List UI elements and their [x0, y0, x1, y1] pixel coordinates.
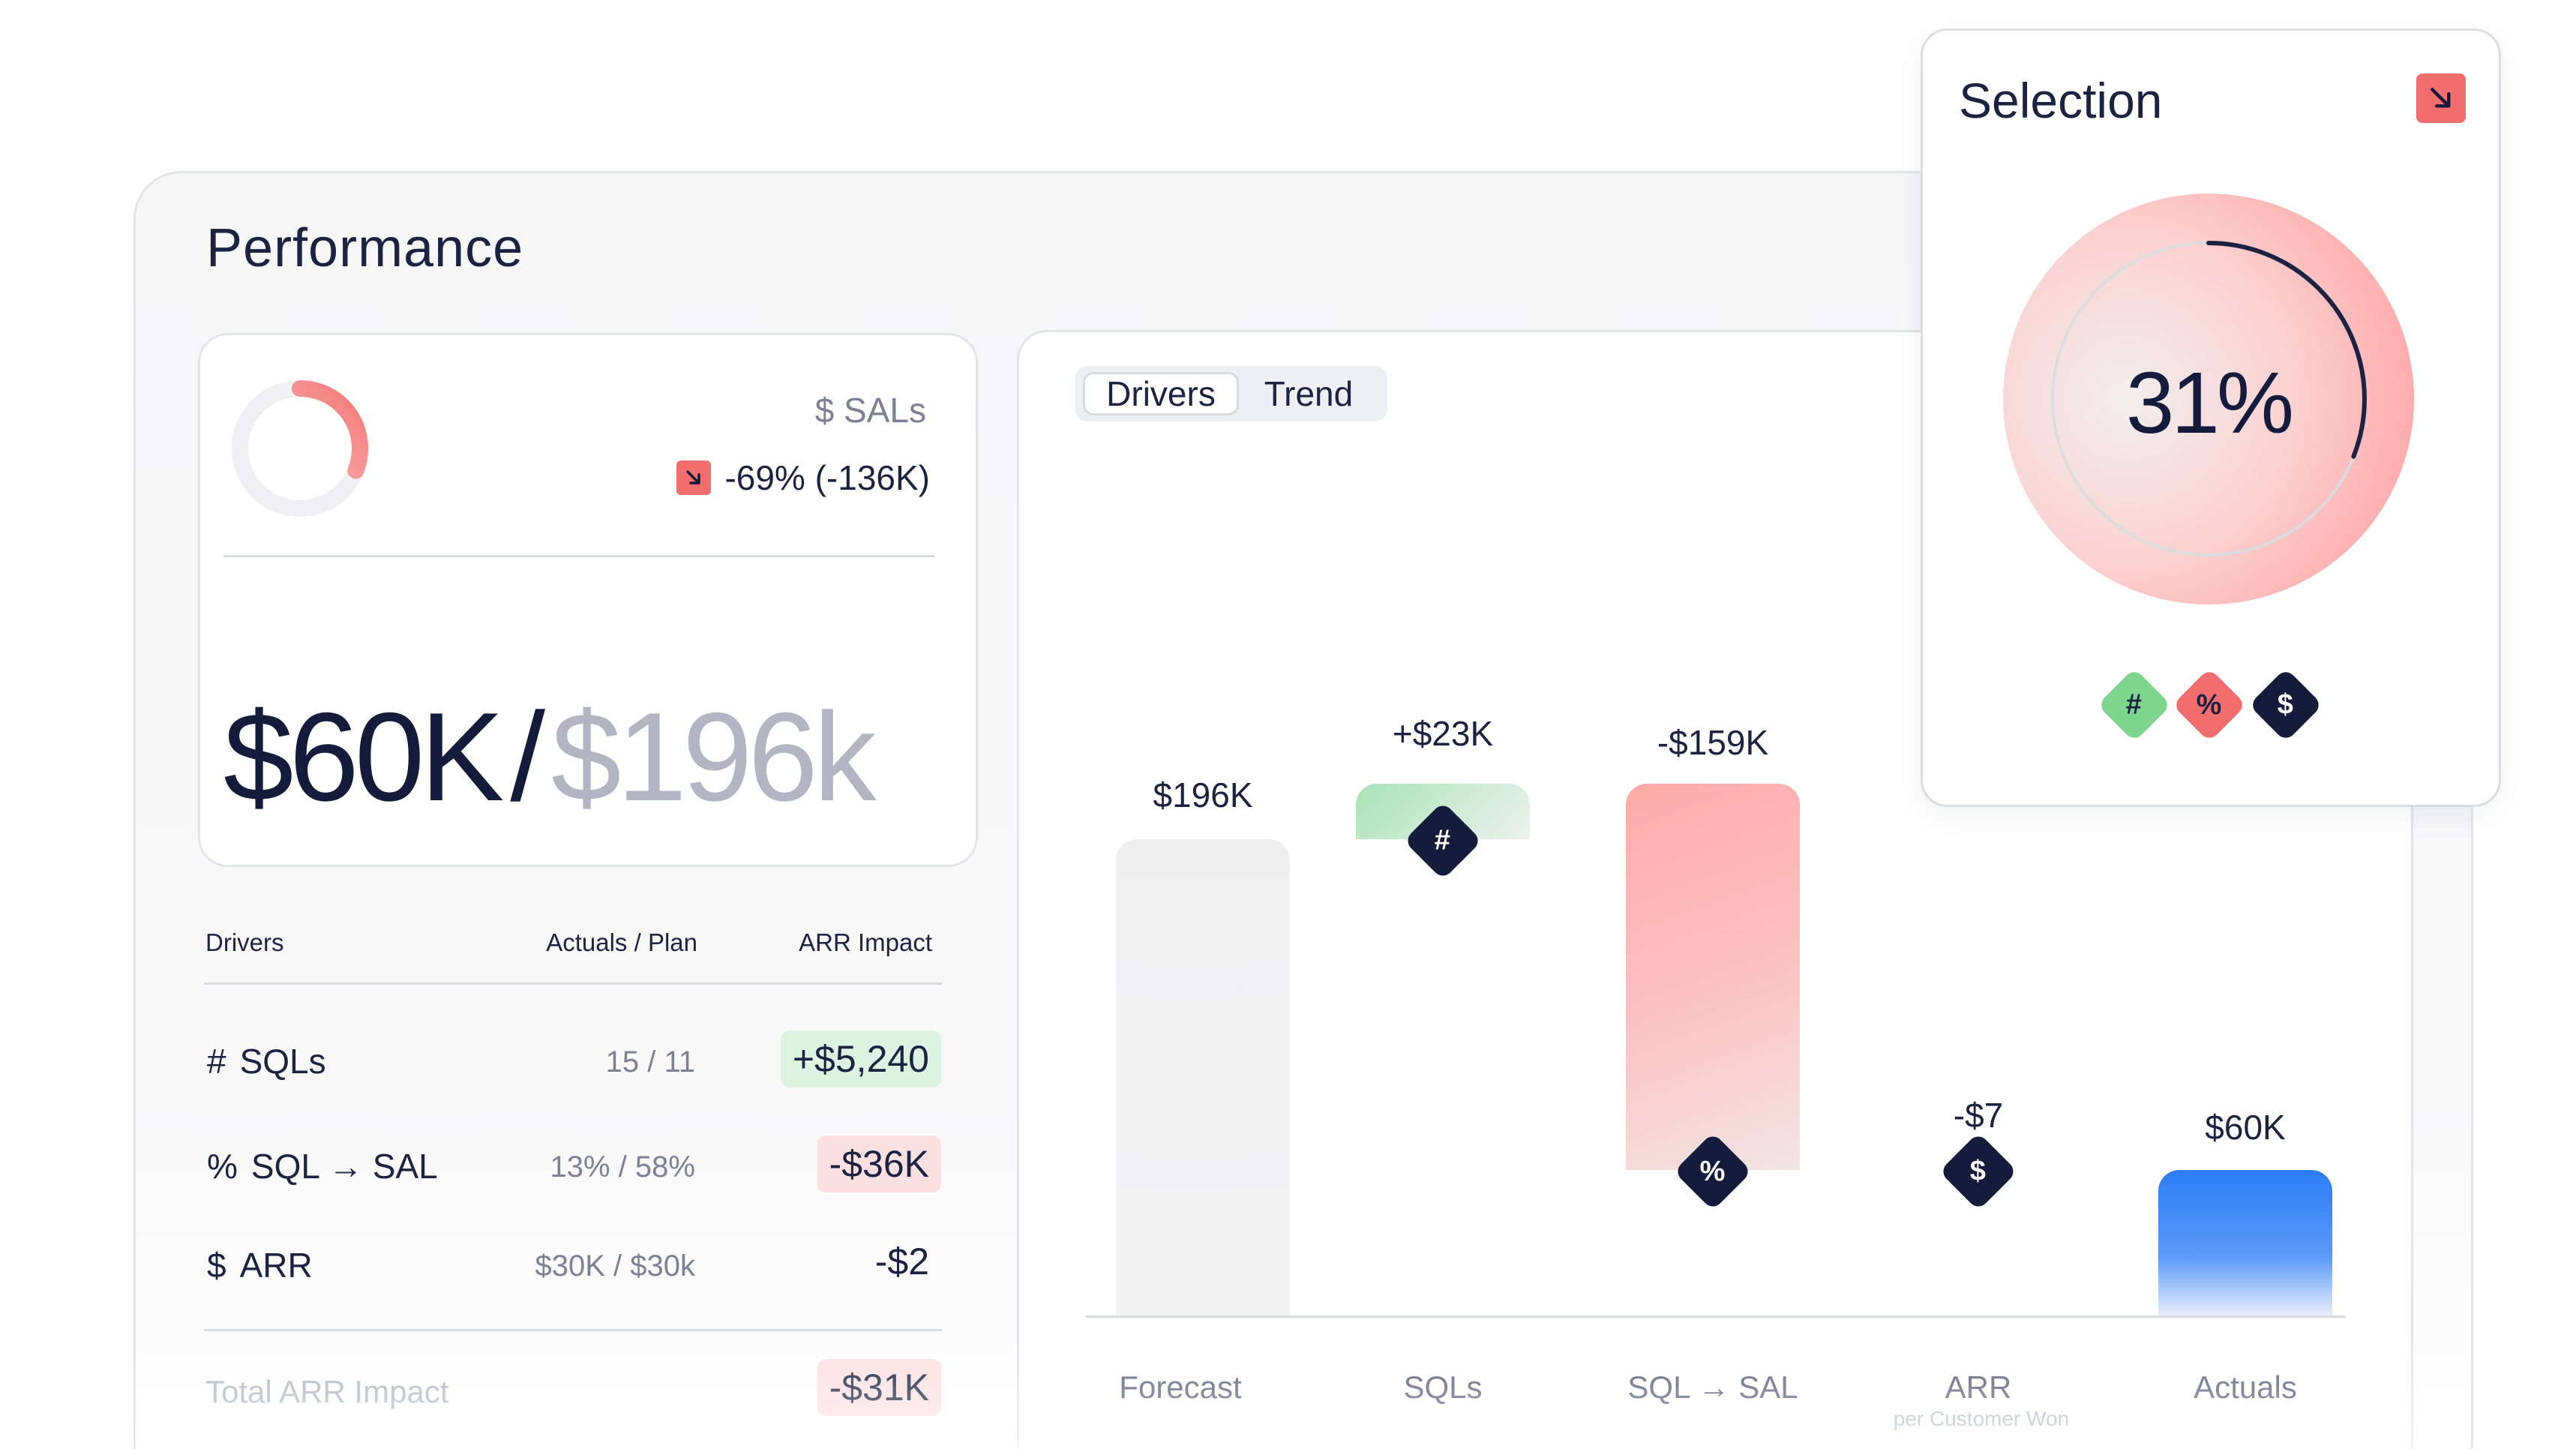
table-row-arr[interactable]: $ ARR — [207, 1245, 313, 1286]
x-axis-sublabel: per Customer Won — [1893, 1407, 2070, 1430]
table-header-divider — [204, 982, 942, 985]
tab-drivers[interactable]: Drivers — [1083, 372, 1239, 416]
gauge-arc — [2050, 241, 2367, 557]
total-arr-impact-label: Total ARR Impact — [205, 1374, 449, 1409]
dollar-icon: $ — [207, 1246, 226, 1285]
hash-icon: # — [207, 1042, 226, 1081]
chip-symbol: # — [2126, 688, 2143, 721]
total-arr-impact-badge: -$31K — [817, 1359, 941, 1416]
driver-name: ARR — [239, 1246, 313, 1285]
x-axis-label: Actuals — [2194, 1370, 2297, 1405]
kpi-actual-value: $60K — [223, 686, 504, 827]
kpi-delta: -69% (-136K) — [676, 458, 930, 498]
actuals-plan-value: 13% / 58% — [550, 1150, 695, 1184]
marker-symbol: # — [1435, 824, 1451, 856]
selection-title: Selection — [1959, 73, 2163, 128]
chip-symbol: $ — [2278, 688, 2294, 721]
selection-gauge — [2003, 194, 2414, 604]
kpi-divider — [223, 555, 934, 557]
x-axis-label: Forecast — [1119, 1370, 1242, 1405]
actuals-plan-value: $30K / $30k — [535, 1250, 696, 1282]
driver-name: SQLs — [239, 1042, 326, 1081]
arr-impact-badge: +$5,240 — [780, 1030, 941, 1088]
actuals-plan-value: 15 / 11 — [605, 1046, 695, 1078]
marker-symbol: % — [1700, 1155, 1726, 1187]
chart-bar-0[interactable] — [1116, 839, 1290, 1316]
column-header-arr-impact: ARR Impact — [799, 928, 932, 956]
marker-symbol: $ — [1970, 1155, 1987, 1187]
chip-symbol: % — [2197, 688, 2222, 721]
arr-impact-badge: -$36K — [817, 1136, 941, 1192]
chart-bar-4[interactable] — [2158, 1169, 2332, 1316]
kpi-ring-arc — [232, 380, 368, 517]
kpi-metric-label: $ SALs — [814, 391, 926, 430]
kpi-value: $60K/$196k — [223, 694, 877, 820]
table-total-divider — [204, 1329, 942, 1331]
table-row-sql-sal[interactable]: % SQL → SAL — [207, 1146, 438, 1186]
chart-baseline — [1086, 1316, 2346, 1318]
chart-value-label: -$7 — [1953, 1095, 2004, 1135]
percent-icon: % — [207, 1147, 238, 1186]
arrow-down-right-icon[interactable] — [2416, 74, 2466, 123]
x-axis-label: ARR — [1945, 1370, 2012, 1405]
chart-value-label: -$159K — [1657, 723, 1769, 762]
chart-value-label: $60K — [2205, 1107, 2286, 1147]
table-row-sqls[interactable]: # SQLs — [207, 1041, 326, 1082]
gauge-disc — [2003, 194, 2414, 604]
tab-trend[interactable]: Trend — [1264, 374, 1354, 413]
kpi-separator: / — [510, 686, 545, 827]
x-axis-label: SQLs — [1403, 1370, 1483, 1405]
chart-value-label: $196K — [1153, 776, 1253, 815]
chart-value-label: +$23K — [1392, 714, 1494, 753]
kpi-card[interactable] — [198, 333, 978, 867]
column-header-drivers: Drivers — [205, 928, 284, 956]
panel-title: Performance — [206, 218, 524, 278]
arr-impact-badge: -$2 — [874, 1240, 929, 1282]
x-axis-label: SQL → SAL — [1627, 1370, 1798, 1405]
column-header-actuals-plan: Actuals / Plan — [546, 928, 697, 956]
chart-bar-2[interactable] — [1626, 784, 1800, 1170]
kpi-delta-text: -69% (-136K) — [724, 458, 930, 497]
selection-value: 31% — [2125, 354, 2294, 452]
kpi-plan-value: $196k — [551, 686, 877, 827]
driver-name: SQL → SAL — [250, 1147, 438, 1186]
kpi-progress-ring — [232, 380, 368, 517]
arrow-down-right-icon — [676, 460, 712, 495]
